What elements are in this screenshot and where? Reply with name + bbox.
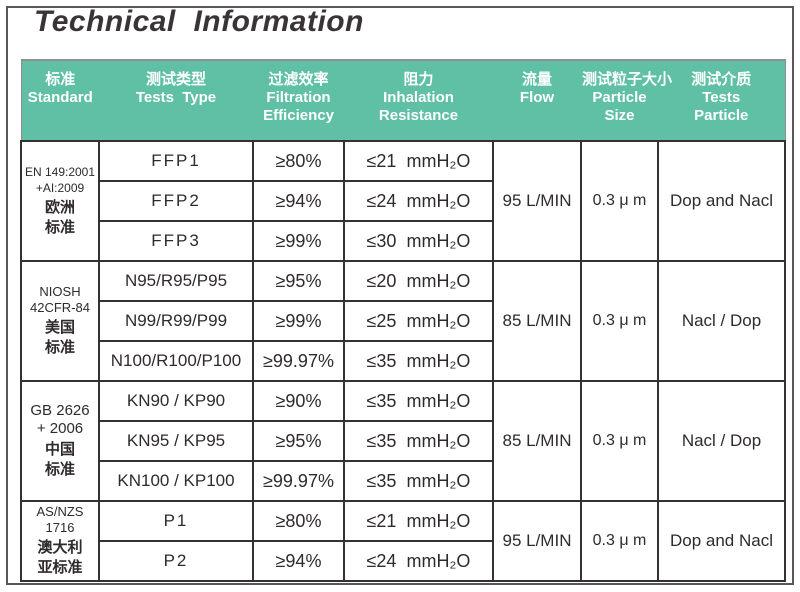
standard-cell: NIOSH 42CFR-84 美国 标准: [20, 260, 100, 382]
tests-particle-cell: Nacl / Dop: [657, 260, 786, 382]
efficiency-cell: ≥90%: [252, 380, 345, 422]
header-tests-type-zh: 测试类型: [145, 71, 206, 88]
header-flow-en: Flow: [519, 89, 555, 106]
resistance-cell: ≤21 mmH₂O: [343, 140, 494, 182]
header-standard-en: Standard: [27, 89, 93, 106]
test-type-cell: P2: [98, 540, 254, 582]
particle-size-cell: 0.3 μ m: [580, 500, 659, 582]
standard-code: GB 2626 + 2006: [30, 402, 90, 437]
table-row: P2 ≥94% ≤24 mmH₂O: [21, 540, 785, 582]
flow-cell: 95 L/MIN: [492, 500, 582, 582]
header-cell-flow: 流量 Flow: [493, 59, 581, 141]
header-cell-particle-size: 测试粒子大小 Particle Size: [581, 59, 673, 141]
test-type-cell: KN100 / KP100: [98, 460, 254, 502]
resistance-cell: ≤24 mmH₂O: [343, 540, 494, 582]
test-type-cell: KN90 / KP90: [98, 380, 254, 422]
resistance-cell: ≤20 mmH₂O: [343, 260, 494, 302]
resistance-cell: ≤35 mmH₂O: [343, 340, 494, 382]
header-particle-size-en: Particle Size: [592, 89, 647, 124]
standard-cell: AS/NZS 1716 澳大利 亚标准: [20, 500, 100, 582]
standard-region: 欧洲 标准: [44, 199, 75, 236]
efficiency-cell: ≥94%: [252, 540, 345, 582]
table-row: GB 2626 + 2006 中国 标准 KN90 / KP90 ≥90% ≤3…: [20, 380, 786, 502]
resistance-cell: ≤35 mmH₂O: [343, 460, 494, 502]
header-filtration-zh: 过滤效率: [268, 71, 329, 88]
particle-size-cell: 0.3 μ m: [580, 140, 659, 262]
efficiency-cell: ≥80%: [252, 140, 345, 182]
efficiency-cell: ≥99.97%: [252, 460, 345, 502]
table-row: FFP2 ≥94% ≤24 mmH₂O: [21, 180, 785, 222]
particle-size-cell: 0.3 μ m: [580, 380, 659, 502]
tests-particle-cell: Dop and Nacl: [657, 500, 786, 582]
technical-info-table: 标准 Standard 测试类型 Tests Type 过滤效率 Filtrat…: [20, 59, 786, 582]
standards-table: 标准 Standard 测试类型 Tests Type 过滤效率 Filtrat…: [20, 59, 786, 582]
table-row: FFP3 ≥99% ≤30 mmH₂O: [21, 220, 785, 262]
header-cell-inhalation-resistance: 阻力 Inhalation Resistance: [344, 59, 493, 141]
resistance-cell: ≤30 mmH₂O: [343, 220, 494, 262]
resistance-cell: ≤35 mmH₂O: [343, 420, 494, 462]
resistance-cell: ≤21 mmH₂O: [343, 500, 494, 542]
table-row: EN 149:2001 +AI:2009 欧洲 标准 FFP1 ≥80% ≤21…: [20, 140, 786, 262]
header-tests-particle-zh: 测试介质: [691, 71, 752, 88]
standard-code: EN 149:2001 +AI:2009: [24, 165, 96, 195]
efficiency-cell: ≥99%: [252, 300, 345, 342]
table-row: KN100 / KP100 ≥99.97% ≤35 mmH₂O: [21, 460, 785, 502]
header-tests-particle-en: Tests Particle: [694, 89, 749, 124]
table-row: AS/NZS 1716 澳大利 亚标准 P1 ≥80% ≤21 mmH₂O 95…: [20, 500, 786, 582]
test-type-cell: N99/R99/P99: [98, 300, 254, 342]
test-type-cell: N100/R100/P100: [98, 340, 254, 382]
page-frame-border: [6, 6, 794, 585]
efficiency-cell: ≥99%: [252, 220, 345, 262]
test-type-cell: N95/R95/P95: [98, 260, 254, 302]
header-row: 标准 Standard 测试类型 Tests Type 过滤效率 Filtrat…: [20, 59, 786, 141]
table-row: N99/R99/P99 ≥99% ≤25 mmH₂O: [21, 300, 785, 342]
resistance-cell: ≤24 mmH₂O: [343, 180, 494, 222]
standard-cell: EN 149:2001 +AI:2009 欧洲 标准: [20, 140, 100, 262]
standard-cell: GB 2626 + 2006 中国 标准: [20, 380, 100, 502]
header-cell-tests-particle: 测试介质 Tests Particle: [658, 59, 786, 141]
efficiency-cell: ≥99.97%: [252, 340, 345, 382]
tests-particle-cell: Dop and Nacl: [657, 140, 786, 262]
test-type-cell: P1: [98, 500, 254, 542]
flow-cell: 95 L/MIN: [492, 140, 582, 262]
header-flow-zh: 流量: [521, 71, 552, 88]
header-cell-standard: 标准 Standard: [20, 59, 99, 141]
table-row: KN95 / KP95 ≥95% ≤35 mmH₂O: [21, 420, 785, 462]
efficiency-cell: ≥95%: [252, 420, 345, 462]
header-resistance-zh: 阻力: [403, 71, 434, 88]
header-standard-zh: 标准: [45, 71, 76, 88]
table-row: NIOSH 42CFR-84 美国 标准 N95/R95/P95 ≥95% ≤2…: [20, 260, 786, 382]
standard-code: NIOSH 42CFR-84: [30, 284, 90, 315]
header-particle-size-zh: 测试粒子大小: [582, 71, 673, 88]
standard-region: 澳大利 亚标准: [37, 539, 83, 576]
header-cell-filtration-efficiency: 过滤效率 Filtration Efficiency: [253, 59, 344, 141]
test-type-cell: FFP3: [98, 220, 254, 262]
header-resistance-en: Inhalation Resistance: [378, 89, 459, 124]
efficiency-cell: ≥80%: [252, 500, 345, 542]
resistance-cell: ≤35 mmH₂O: [343, 380, 494, 422]
particle-size-cell: 0.3 μ m: [580, 260, 659, 382]
header-tests-type-en: Tests Type: [135, 89, 217, 106]
resistance-cell: ≤25 mmH₂O: [343, 300, 494, 342]
page-title: Technical Information: [34, 5, 364, 38]
header-cell-tests-type: 测试类型 Tests Type: [99, 59, 253, 141]
table-row: N100/R100/P100 ≥99.97% ≤35 mmH₂O: [21, 340, 785, 382]
standard-code: AS/NZS 1716: [36, 504, 84, 535]
tests-particle-cell: Nacl / Dop: [657, 380, 786, 502]
efficiency-cell: ≥95%: [252, 260, 345, 302]
test-type-cell: KN95 / KP95: [98, 420, 254, 462]
efficiency-cell: ≥94%: [252, 180, 345, 222]
test-type-cell: FFP2: [98, 180, 254, 222]
flow-cell: 85 L/MIN: [492, 260, 582, 382]
standard-region: 美国 标准: [44, 319, 75, 356]
flow-cell: 85 L/MIN: [492, 380, 582, 502]
test-type-cell: FFP1: [98, 140, 254, 182]
standard-region: 中国 标准: [44, 441, 75, 478]
header-filtration-en: Filtration Efficiency: [263, 89, 334, 124]
